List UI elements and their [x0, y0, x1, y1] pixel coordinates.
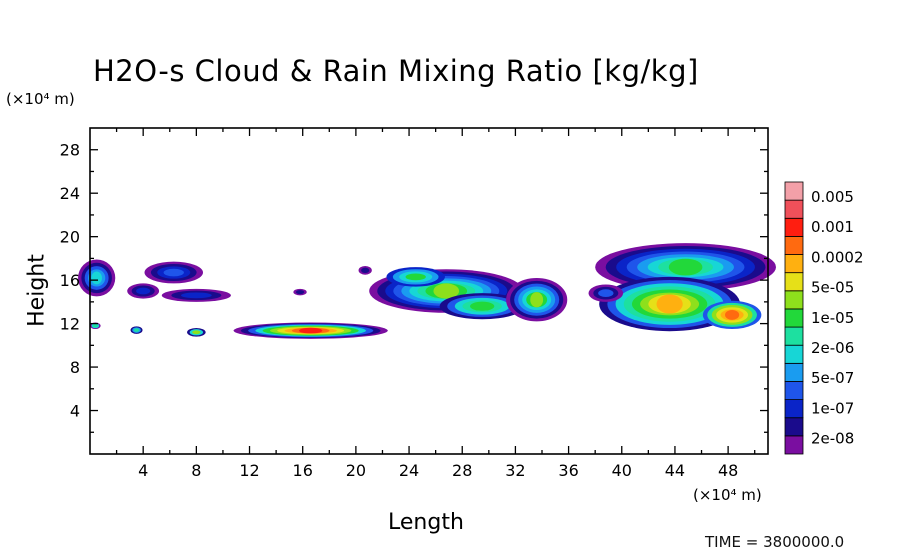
x-tick-label: 40 — [612, 461, 632, 480]
colorbar-swatch — [784, 272, 804, 292]
colorbar-label: 5e-05 — [811, 279, 854, 297]
cloud-speck — [295, 290, 305, 295]
y-tick-label: 8 — [70, 358, 80, 377]
colorbar-label: 1e-07 — [811, 399, 854, 417]
y-tick-label: 4 — [70, 402, 80, 421]
y-tick-label: 24 — [60, 184, 80, 203]
colorbar-swatch — [784, 381, 804, 401]
colorbar-label: 2e-06 — [811, 339, 854, 357]
y-tick-label: 28 — [60, 141, 80, 160]
cloud-left-edge — [91, 271, 102, 285]
cloud-speck — [361, 267, 370, 274]
cloud-middle — [433, 283, 460, 299]
cloud-speck — [92, 324, 98, 328]
x-tick-label: 36 — [558, 461, 578, 480]
x-tick-label: 8 — [191, 461, 201, 480]
cloud-hook-upper — [163, 268, 184, 277]
y-tick-label: 12 — [60, 315, 80, 334]
colorbar-swatch — [784, 254, 804, 274]
colorbar-swatch — [784, 290, 804, 310]
cloud-middle-tail — [470, 301, 495, 311]
x-tick-label: 16 — [293, 461, 313, 480]
colorbar-label: 2e-08 — [811, 430, 854, 448]
colorbar-label: 1e-05 — [811, 309, 854, 327]
x-tick-label: 28 — [452, 461, 472, 480]
cloud-anvil-core-right — [725, 309, 740, 320]
cloud-tail — [180, 292, 212, 299]
colorbar-swatch — [784, 199, 804, 219]
cloud-speck — [192, 330, 201, 335]
colorbar-swatch — [784, 308, 804, 328]
cloud-anvil-left — [598, 289, 614, 298]
colorbar-label: 0.001 — [811, 218, 854, 236]
colorbar: 0.005 0.001 0.0002 5e-05 1e-05 2e-06 5e-07 1e-0… — [784, 181, 864, 455]
cloud-speck — [133, 328, 140, 332]
x-tick-label: 4 — [138, 461, 148, 480]
colorbar-swatch — [784, 217, 804, 237]
time-label: TIME = 3800000.0 — [705, 533, 845, 551]
colorbar-label: 0.005 — [811, 188, 854, 206]
colorbar-label: 5e-07 — [811, 369, 854, 387]
cloud-round — [530, 292, 544, 308]
cloud-anvil-core — [656, 294, 683, 314]
x-axis-label: Length — [388, 510, 464, 535]
x-unit-label: (×10⁴ m) — [693, 486, 762, 504]
cloud-middle-top — [405, 273, 426, 281]
y-tick-label: 20 — [60, 228, 80, 247]
colorbar-swatch — [784, 326, 804, 346]
colorbar-swatch — [784, 344, 804, 364]
colorbar-swatch — [784, 235, 804, 255]
colorbar-swatch — [784, 399, 804, 419]
colorbar-swatch — [784, 435, 804, 455]
chart-title: H2O-s Cloud & Rain Mixing Ratio [kg/kg] — [93, 54, 699, 88]
x-tick-label: 24 — [399, 461, 419, 480]
cloud-anvil — [668, 258, 703, 276]
x-tick-label: 48 — [718, 461, 738, 480]
cloud-rain-band — [299, 327, 323, 334]
cloud-hook-lower — [136, 287, 151, 295]
y-unit-label: (×10⁴ m) — [6, 90, 75, 108]
x-tick-label: 12 — [239, 461, 259, 480]
plot-frame — [89, 127, 769, 455]
colorbar-label: 0.0002 — [811, 248, 864, 266]
colorbar-swatch — [784, 417, 804, 437]
y-axis-label: Height — [24, 254, 50, 327]
colorbar-swatch — [784, 181, 804, 201]
x-tick-label: 44 — [665, 461, 685, 480]
x-tick-label: 20 — [346, 461, 366, 480]
y-tick-label: 16 — [60, 271, 80, 290]
colorbar-swatch — [784, 362, 804, 382]
x-tick-label: 32 — [505, 461, 525, 480]
mixing-ratio-field — [78, 243, 776, 339]
